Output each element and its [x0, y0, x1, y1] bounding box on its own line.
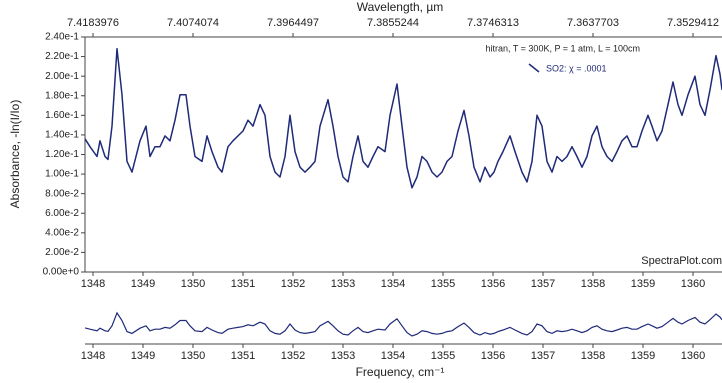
x-tick-label: 1354: [381, 278, 405, 290]
x-tick-label: 1352: [281, 278, 305, 290]
overview-x-tick-label: 1348: [81, 350, 105, 362]
overview-x-tick-label: 1354: [381, 350, 405, 362]
x-tick-label: 1351: [231, 278, 255, 290]
y-tick-label: 1.20e-1: [45, 149, 79, 160]
y-tick-label: 0.00e+0: [43, 267, 80, 278]
overview-line: [85, 311, 722, 337]
overview-x-tick-label: 1349: [131, 350, 155, 362]
y-tick-label: 2.00e-2: [45, 247, 79, 258]
top-tick-label: 7.3746313: [467, 17, 519, 29]
x-tick-label: 1356: [481, 278, 505, 290]
x-tick-label: 1355: [431, 278, 455, 290]
x-tick-label: 1358: [581, 278, 605, 290]
top-axis-title: Wavelength, µm: [357, 0, 444, 14]
x-tick-label: 1357: [531, 278, 555, 290]
y-tick-label: 8.00e-2: [45, 188, 79, 199]
overview-x-tick-label: 1360: [681, 350, 705, 362]
overview-x-tick-label: 1358: [581, 350, 605, 362]
x-tick-label: 1349: [131, 278, 155, 290]
y-tick-label: 2.20e-1: [45, 51, 79, 62]
watermark: SpectraPlot.com: [641, 255, 722, 267]
overview-x-tick-label: 1351: [231, 350, 255, 362]
y-tick-label: 1.80e-1: [45, 90, 79, 101]
overview-x-tick-label: 1357: [531, 350, 555, 362]
legend-label: SO2: χ = .0001: [546, 63, 607, 73]
x-tick-label: 1350: [181, 278, 205, 290]
x-tick-label: 1353: [331, 278, 355, 290]
overview-x-tick-label: 1356: [481, 350, 505, 362]
y-tick-label: 2.00e-1: [45, 71, 79, 82]
overview-x-tick-label: 1359: [631, 350, 655, 362]
x-tick-label: 1360: [681, 278, 705, 290]
x-tick-label: 1348: [81, 278, 105, 290]
y-tick-label: 1.60e-1: [45, 110, 79, 121]
top-tick-label: 7.3529412: [667, 17, 719, 29]
y-tick-label: 1.40e-1: [45, 130, 79, 141]
top-tick-label: 7.3637703: [567, 17, 619, 29]
legend-swatch: [528, 63, 540, 73]
top-tick-label: 7.4074074: [167, 17, 219, 29]
y-tick-label: 2.40e-1: [45, 32, 79, 43]
overview-x-tick-label: 1352: [281, 350, 305, 362]
y-tick-label: 4.00e-2: [45, 227, 79, 238]
x-tick-label: 1359: [631, 278, 655, 290]
top-tick-label: 7.4183976: [67, 17, 119, 29]
top-tick-label: 7.3964497: [267, 17, 319, 29]
overview-x-tick-label: 1353: [331, 350, 355, 362]
y-axis-title: Absorbance, -ln(I/Io): [8, 100, 22, 209]
x-axis-title: Frequency, cm⁻¹: [356, 365, 445, 379]
y-tick-label: 1.00e-1: [45, 169, 79, 180]
overview-x-tick-label: 1350: [181, 350, 205, 362]
y-tick-label: 6.00e-2: [45, 208, 79, 219]
annotation: hitran, T = 300K, P = 1 atm, L = 100cm: [485, 43, 640, 53]
spectrum-line: [85, 47, 722, 189]
top-tick-label: 7.3855244: [367, 17, 419, 29]
overview-x-tick-label: 1355: [431, 350, 455, 362]
